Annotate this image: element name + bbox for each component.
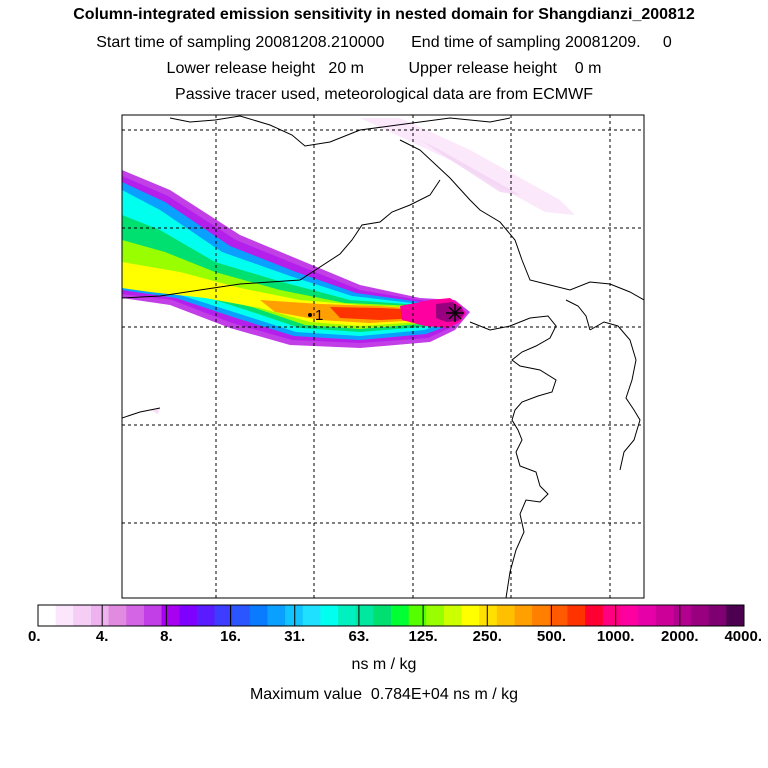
colorbar-tick-label: 4. bbox=[95, 628, 109, 645]
colorbar-swatch bbox=[73, 605, 92, 626]
colorbar-swatch bbox=[532, 605, 551, 626]
colorbar-tick-label: 63. bbox=[348, 628, 370, 645]
colorbar-swatch bbox=[514, 605, 533, 626]
colorbar-swatch bbox=[443, 605, 463, 626]
border-line-mid bbox=[122, 179, 441, 299]
coastline-island bbox=[565, 299, 591, 331]
plume-level-green bbox=[122, 215, 454, 332]
colorbar-swatch bbox=[55, 605, 74, 626]
colorbar-swatch bbox=[373, 605, 392, 626]
colorbar-swatch bbox=[426, 605, 445, 626]
tracer-info-line: Passive tracer used, meteorological data… bbox=[175, 86, 593, 103]
colorbar-swatch bbox=[691, 605, 710, 626]
colorbar-swatch bbox=[196, 605, 215, 626]
colorbar-swatch bbox=[567, 605, 586, 626]
colorbar-swatch bbox=[708, 605, 727, 626]
colorbar-swatch bbox=[620, 605, 639, 626]
colorbar-swatch bbox=[90, 605, 110, 626]
colorbar-swatch bbox=[249, 605, 268, 626]
colorbar-units: ns m / kg bbox=[351, 656, 417, 673]
colorbar-tick-label: 1000. bbox=[596, 628, 635, 645]
colorbar-swatch bbox=[496, 605, 516, 626]
colorbar-swatch bbox=[726, 605, 745, 626]
colorbar-swatch bbox=[143, 605, 163, 626]
colorbar-swatch bbox=[585, 605, 604, 626]
release-point-label: 1 bbox=[315, 307, 323, 324]
plume-faint-band-2 bbox=[420, 140, 520, 195]
release-height-line: Lower release height 20 m Upper release … bbox=[166, 60, 602, 77]
border-line-east bbox=[399, 139, 644, 301]
colorbar-swatch bbox=[108, 605, 127, 626]
colorbar-swatch bbox=[673, 605, 692, 626]
colorbar-swatch bbox=[302, 605, 321, 626]
coastline-korea bbox=[589, 321, 641, 471]
plume-level-deep bbox=[436, 302, 464, 322]
colorbar-swatch bbox=[214, 605, 233, 626]
colorbar-tick-label: 16. bbox=[220, 628, 241, 645]
release-point-marker bbox=[308, 313, 312, 317]
colorbar-swatch bbox=[38, 605, 57, 626]
map-frame bbox=[121, 114, 645, 599]
colorbar bbox=[37, 604, 745, 627]
border-line bbox=[169, 115, 511, 147]
sampling-time-line: Start time of sampling 20081208.210000 E… bbox=[96, 34, 672, 51]
colorbar-tick-label: 31. bbox=[284, 628, 306, 645]
colorbar-swatch bbox=[161, 605, 180, 626]
colorbar-swatch bbox=[638, 605, 657, 626]
colorbar-tick-label: 2000. bbox=[661, 628, 699, 645]
colorbar-swatch bbox=[479, 605, 498, 626]
plume-level-cyan bbox=[122, 190, 457, 336]
colorbar-tick-label: 500. bbox=[536, 628, 567, 645]
colorbar-swatch bbox=[285, 605, 304, 626]
colorbar-swatch bbox=[338, 605, 357, 626]
coastline-west bbox=[122, 407, 161, 419]
colorbar-swatch bbox=[655, 605, 674, 626]
colorbar-swatch bbox=[320, 605, 339, 626]
colorbar-swatch bbox=[549, 605, 568, 626]
colorbar-swatch bbox=[391, 605, 410, 626]
colorbar-tick-label: 4000. bbox=[724, 628, 762, 645]
colorbar-tick-label: 125. bbox=[408, 628, 438, 645]
coastline bbox=[469, 315, 557, 598]
colorbar-swatch bbox=[408, 605, 427, 626]
colorbar-swatch bbox=[179, 605, 198, 626]
colorbar-swatch bbox=[602, 605, 621, 626]
colorbar-frame bbox=[37, 604, 745, 627]
maximum-value-text: Maximum value 0.784E+04 ns m / kg bbox=[249, 686, 519, 703]
colorbar-tick-label: 250. bbox=[472, 628, 502, 645]
colorbar-swatch bbox=[267, 605, 286, 626]
receptor-star-icon bbox=[446, 304, 464, 322]
colorbar-swatch bbox=[126, 605, 145, 626]
colorbar-tick-label: 0. bbox=[28, 628, 41, 645]
colorbar-swatch bbox=[232, 605, 251, 626]
colorbar-swatch bbox=[355, 605, 374, 626]
colorbar-tick-label: 8. bbox=[160, 628, 173, 645]
colorbar-swatch bbox=[461, 605, 480, 626]
graticule bbox=[122, 115, 644, 598]
chart-title: Column-integrated emission sensitivity i… bbox=[73, 6, 695, 23]
